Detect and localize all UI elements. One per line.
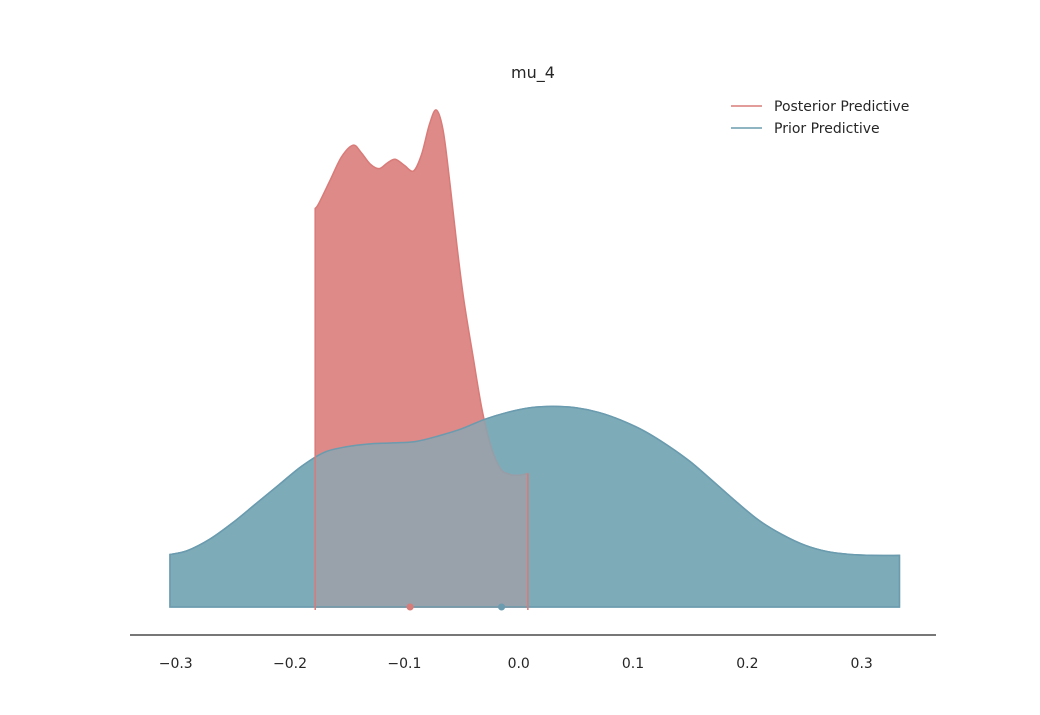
x-tick-label: 0.3 [851, 656, 873, 672]
x-tick-label: −0.1 [387, 656, 421, 672]
x-tick-label: −0.2 [273, 656, 307, 672]
prior-predictive-mean-marker [498, 603, 506, 611]
legend-label: Prior Predictive [774, 121, 880, 137]
x-tick-label: −0.3 [159, 656, 193, 672]
x-tick-label: 0.2 [736, 656, 758, 672]
x-tick-label: 0.0 [508, 656, 530, 672]
mean-markers [406, 603, 506, 611]
x-tick-label: 0.1 [622, 656, 644, 672]
legend: Posterior Predictive Prior Predictive [731, 99, 909, 137]
chart-title: mu_4 [511, 63, 555, 83]
posterior-predictive-mean-marker [406, 603, 414, 611]
density-areas [169, 109, 901, 610]
legend-label: Posterior Predictive [774, 99, 909, 115]
prior-predictive-overlay [169, 405, 901, 608]
x-axis-ticks: −0.3 −0.2 −0.1 0.0 0.1 0.2 0.3 [159, 656, 873, 672]
